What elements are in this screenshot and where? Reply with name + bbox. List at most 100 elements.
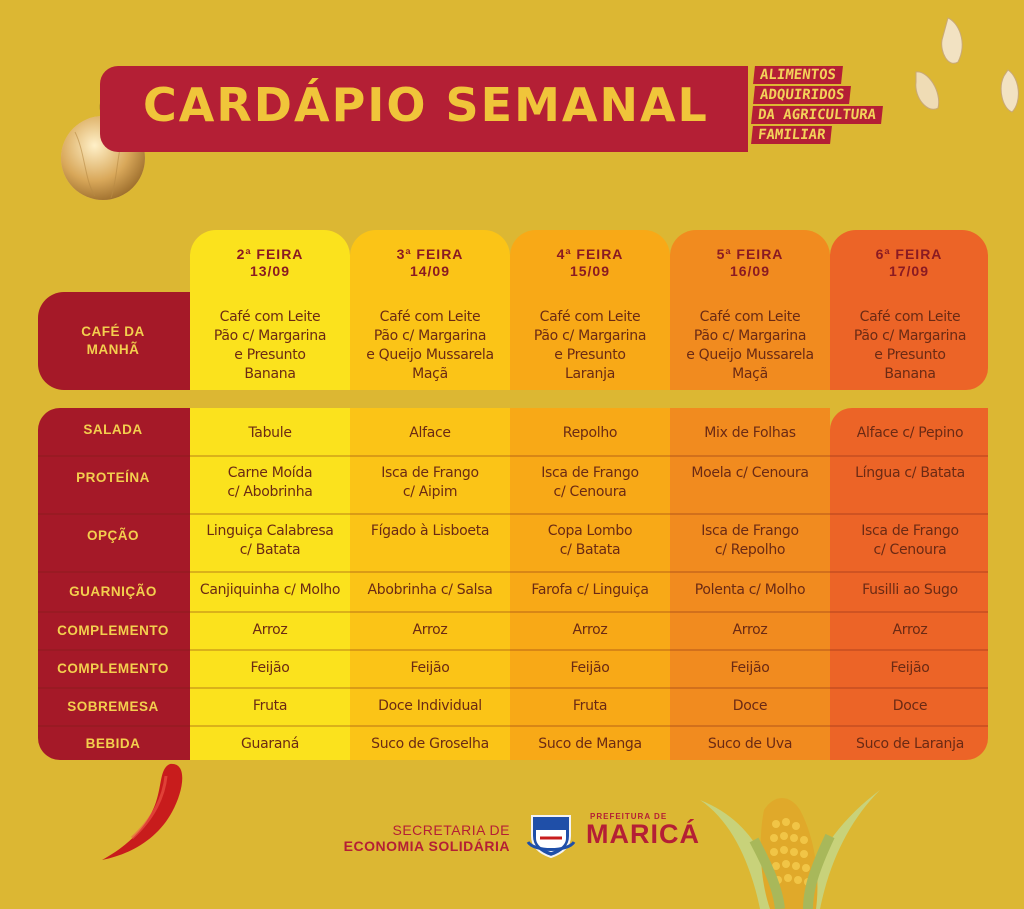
menu-cell: Língua c/ Batata bbox=[830, 456, 990, 514]
menu-cell: Arroz bbox=[510, 612, 670, 650]
menu-item-line: Pão c/ Margarina bbox=[693, 328, 807, 344]
menu-item-line: Alface c/ Pepino bbox=[856, 425, 964, 441]
menu-item-line: Moela c/ Cenoura bbox=[691, 465, 809, 481]
menu-cell: Fígado à Lisboeta bbox=[350, 514, 510, 572]
menu-cell: Isca de Frango c/ Repolho bbox=[670, 514, 830, 572]
menu-item-line: Banana bbox=[244, 366, 296, 382]
breakfast-cell: Café com Leite Pão c/ Margarina e Presunto… bbox=[830, 292, 990, 390]
menu-item-line: c/ Batata bbox=[239, 542, 301, 558]
menu-item-line: Isca de Frango bbox=[381, 465, 479, 481]
menu-item-line: Pão c/ Margarina bbox=[853, 328, 967, 344]
menu-item-line: Feijão bbox=[250, 660, 290, 676]
day-column bbox=[830, 292, 988, 390]
menu-item-line: Café com Leite bbox=[699, 309, 801, 325]
menu-cell: Arroz bbox=[830, 612, 990, 650]
secretaria-line1: SECRETARIA DE bbox=[392, 822, 510, 838]
day-header: 5ª FEIRA 16/09 bbox=[670, 230, 830, 292]
title-banner bbox=[100, 66, 748, 152]
menu-item-line: Laranja bbox=[565, 366, 615, 382]
menu-item-line: c/ Cenoura bbox=[873, 542, 947, 558]
row-label-block bbox=[38, 408, 190, 760]
menu-item-line: e Presunto bbox=[874, 347, 946, 363]
row-separator bbox=[38, 649, 988, 651]
menu-item-line: e Queijo Mussarela bbox=[686, 347, 814, 363]
day-header: 4ª FEIRA 15/09 bbox=[510, 230, 670, 292]
menu-cell: Suco de Uva bbox=[670, 726, 830, 762]
menu-cell: Alface c/ Pepino bbox=[830, 408, 990, 456]
prefeitura-name: MARICÁ bbox=[586, 819, 700, 849]
menu-cell: Isca de Frango c/ Aipim bbox=[350, 456, 510, 514]
day-column bbox=[670, 408, 830, 760]
menu-item-line: Copa Lombo bbox=[547, 523, 633, 539]
row-label-line: CAFÉ DA bbox=[81, 324, 145, 339]
menu-cell: Moela c/ Cenoura bbox=[670, 456, 830, 514]
menu-item-line: Língua c/ Batata bbox=[855, 465, 965, 481]
day-name: 4ª FEIRA bbox=[556, 246, 624, 262]
corn-illustration bbox=[700, 790, 880, 909]
menu-item-line: Feijão bbox=[570, 660, 610, 676]
tagline-line: ADQUIRIDOS bbox=[753, 86, 852, 104]
menu-item-line: e Queijo Mussarela bbox=[366, 347, 494, 363]
menu-item-line: Fruta bbox=[572, 698, 608, 714]
tagline-line: FAMILIAR bbox=[751, 126, 833, 144]
day-date: 13/09 bbox=[249, 263, 291, 279]
city-crest-icon bbox=[526, 815, 576, 858]
row-separator bbox=[38, 455, 988, 457]
row-label-block bbox=[38, 292, 190, 390]
menu-cell: Fruta bbox=[190, 688, 350, 726]
menu-item-line: Abobrinha c/ Salsa bbox=[367, 582, 493, 598]
day-column bbox=[190, 408, 350, 760]
day-date: 15/09 bbox=[569, 263, 611, 279]
menu-item-line: Suco de Manga bbox=[538, 736, 642, 752]
menu-cell: Feijão bbox=[350, 650, 510, 688]
tagline-line: ALIMENTOS bbox=[753, 66, 843, 84]
menu-cell: Farofa c/ Linguiça bbox=[510, 572, 670, 612]
menu-item-line: Café com Leite bbox=[539, 309, 641, 325]
menu-cell: Arroz bbox=[350, 612, 510, 650]
menu-item-line: Guaraná bbox=[241, 736, 299, 752]
day-name: 3ª FEIRA bbox=[396, 246, 464, 262]
menu-item-line: Suco de Groselha bbox=[371, 736, 489, 752]
menu-item-line: Maçã bbox=[412, 366, 448, 382]
menu-item-line: e Presunto bbox=[554, 347, 626, 363]
tagline: ALIMENTOS ADQUIRIDOS DA AGRICULTURA FAMI… bbox=[751, 66, 883, 146]
menu-item-line: Alface bbox=[409, 425, 451, 441]
menu-item-line: c/ Repolho bbox=[714, 542, 786, 558]
menu-item-line: Arroz bbox=[732, 622, 768, 638]
menu-item-line: Arroz bbox=[892, 622, 928, 638]
menu-cell: Feijão bbox=[510, 650, 670, 688]
menu-item-line: Arroz bbox=[572, 622, 608, 638]
menu-cell: Doce bbox=[670, 688, 830, 726]
menu-cell: Feijão bbox=[830, 650, 990, 688]
row-separator bbox=[38, 513, 988, 515]
garlic-illustration bbox=[915, 17, 1019, 113]
menu-item-line: Feijão bbox=[410, 660, 450, 676]
menu-cell: Mix de Folhas bbox=[670, 408, 830, 456]
menu-cell: Canjiquinha c/ Molho bbox=[190, 572, 350, 612]
menu-item-line: Isca de Frango bbox=[861, 523, 959, 539]
menu-item-line: Suco de Laranja bbox=[856, 736, 964, 752]
menu-item-line: Doce bbox=[892, 698, 928, 714]
menu-item-line: Fruta bbox=[252, 698, 288, 714]
row-separator bbox=[38, 571, 988, 573]
day-column bbox=[350, 408, 510, 760]
secretaria-logo: SECRETARIA DE ECONOMIA SOLIDÁRIA bbox=[340, 822, 510, 854]
row-label: COMPLEMENTO bbox=[57, 661, 169, 676]
menu-item-line: Mix de Folhas bbox=[704, 425, 796, 441]
menu-cell: Fruta bbox=[510, 688, 670, 726]
menu-cell: Linguiça Calabresa c/ Batata bbox=[190, 514, 350, 572]
day-header: 2ª FEIRA 13/09 bbox=[190, 230, 350, 292]
prefeitura-small-text: PREFEITURA DE bbox=[590, 812, 668, 821]
menu-item-line: Arroz bbox=[252, 622, 288, 638]
row-label: OPÇÃO bbox=[86, 528, 139, 543]
day-name: 6ª FEIRA bbox=[875, 246, 943, 262]
menu-cell: Abobrinha c/ Salsa bbox=[350, 572, 510, 612]
day-column bbox=[190, 292, 350, 390]
menu-item-line: Café com Leite bbox=[379, 309, 481, 325]
menu-cell: Copa Lombo c/ Batata bbox=[510, 514, 670, 572]
menu-item-line: Carne Moída bbox=[227, 465, 313, 481]
menu-item-line: Suco de Uva bbox=[707, 736, 793, 752]
menu-item-line: Fígado à Lisboeta bbox=[370, 523, 490, 539]
day-column bbox=[510, 292, 670, 390]
day-column bbox=[830, 408, 988, 760]
